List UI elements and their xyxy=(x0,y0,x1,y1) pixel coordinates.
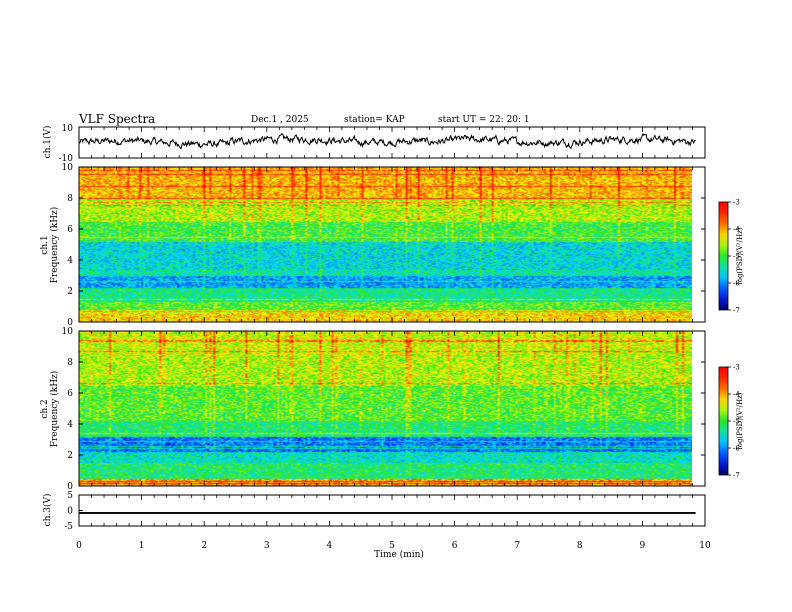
ch2-spectrogram-ylabel-frequency: Frequency (kHz) xyxy=(49,371,60,448)
spec1-ytick-label: 6 xyxy=(67,225,73,235)
x-tick-label: 0 xyxy=(76,541,82,551)
colorbar-tick-label: -7 xyxy=(733,307,740,315)
x-tick-label: 7 xyxy=(514,541,520,551)
x-tick-label: 9 xyxy=(640,541,646,551)
x-tick-label: 2 xyxy=(201,541,207,551)
colorbar-tick-label: -5 xyxy=(733,418,740,426)
x-tick-label: 10 xyxy=(699,541,711,551)
x-tick-label: 3 xyxy=(264,541,270,551)
spec2-ytick-label: 0 xyxy=(67,482,73,492)
ch2-spectrogram-ylabel-channel: ch.2 xyxy=(40,399,50,418)
colorbar-label: log(PSD)(V²/Hz) xyxy=(736,392,744,449)
ch3-voltage-trace xyxy=(79,512,696,514)
colorbar-tick-label: -3 xyxy=(733,199,740,207)
spec2-ytick-label: 10 xyxy=(62,327,74,337)
x-tick-label: 4 xyxy=(327,541,333,551)
colorbar-tick-label: -5 xyxy=(733,253,740,261)
spec1-ytick-label: 2 xyxy=(67,287,73,297)
colorbar-tick-label: -7 xyxy=(733,472,740,480)
station-label: station= KAP xyxy=(344,115,405,125)
ch1-colorbar: -3 -4 -5 -6 -7 log(PSD)(V²/Hz) xyxy=(718,199,744,315)
colorbar-gradient xyxy=(718,201,729,311)
ch3-ytick-label: 0 xyxy=(67,507,73,517)
colorbar-tick-label: -6 xyxy=(733,445,740,453)
x-tick-label: 5 xyxy=(389,541,395,551)
ch1-spectrogram-panel: 0 2 4 6 8 10 ch.1 Frequency (kHz) xyxy=(40,163,706,328)
x-tick-label: 1 xyxy=(139,541,145,551)
colorbar-tick-label: -4 xyxy=(733,391,740,399)
ch1-ytick-bottom: -10 xyxy=(59,154,74,164)
colorbar-gradient xyxy=(718,366,729,476)
colorbar-tick-label: -4 xyxy=(733,226,740,234)
colorbar-tick-label: -3 xyxy=(733,364,740,372)
ch1-voltage-trace xyxy=(78,132,696,150)
ch1-spectrogram-ylabel-frequency: Frequency (kHz) xyxy=(49,207,60,284)
ch1-voltage-ylabel: ch.1(V) xyxy=(42,126,53,159)
ch1-spectrogram-image xyxy=(79,167,692,322)
ch1-voltage-panel: 10 -10 ch.1(V) xyxy=(42,124,706,164)
ch1-spectrogram-ylabel-channel: ch.1 xyxy=(40,235,50,254)
spec2-ytick-label: 6 xyxy=(67,389,73,399)
x-tick-label: 6 xyxy=(452,541,458,551)
ch2-spectrogram-image xyxy=(79,331,692,486)
spec2-ytick-label: 4 xyxy=(67,420,73,430)
spec2-ytick-label: 2 xyxy=(67,451,73,461)
ch2-colorbar: -3 -4 -5 -6 -7 log(PSD)(V²/Hz) xyxy=(718,364,744,480)
date-label: Dec.1 , 2025 xyxy=(251,115,309,125)
ch1-ytick-top: 10 xyxy=(62,124,74,134)
ch3-ytick-label: -5 xyxy=(64,522,73,532)
figure-title: VLF Spectra xyxy=(78,112,155,126)
spec1-ytick-label: 4 xyxy=(67,256,73,266)
start-time-label: start UT = 22: 20: 1 xyxy=(438,115,530,125)
ch3-voltage-ylabel: ch.3(V) xyxy=(42,494,53,527)
spec1-ytick-label: 0 xyxy=(67,318,73,328)
colorbar-tick-label: -6 xyxy=(733,280,740,288)
x-axis-label: Time (min) xyxy=(374,549,424,560)
time-x-axis: 0 1 2 3 4 5 6 7 8 9 10 xyxy=(76,127,711,551)
x-tick-label: 8 xyxy=(577,541,583,551)
colorbar-label: log(PSD)(V²/Hz) xyxy=(736,227,744,284)
spec1-ytick-label: 10 xyxy=(62,163,74,173)
spec1-ytick-label: 8 xyxy=(67,194,73,204)
ch2-spectrogram-panel: 0 2 4 6 8 10 ch.2 Frequency (kHz) xyxy=(40,327,706,492)
ch3-ytick-label: 5 xyxy=(67,491,73,501)
spec2-ytick-label: 8 xyxy=(67,358,73,368)
